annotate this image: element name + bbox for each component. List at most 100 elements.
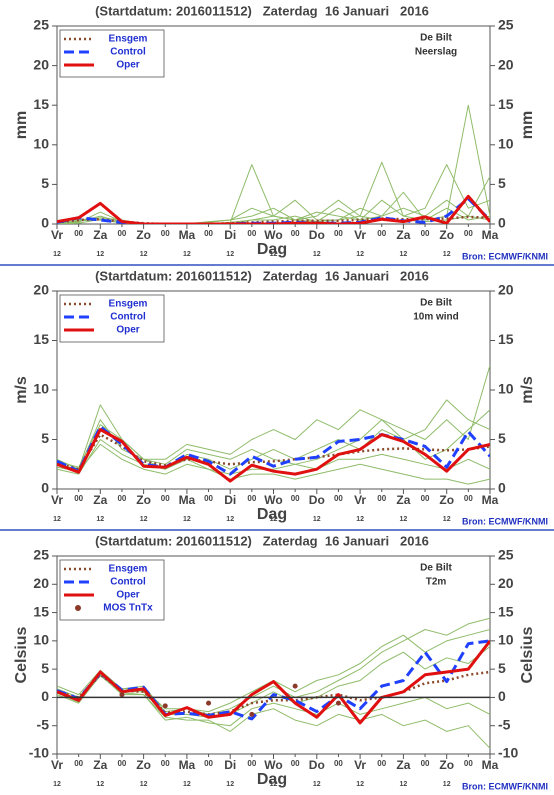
y2-tick-label: 0 [498,688,506,704]
y2-axis-label: m/s [519,376,536,404]
y2-axis-label: mm [519,111,536,139]
mos-point [249,711,255,717]
x-tick-label: 00 [291,494,300,503]
legend-label: Ensgem [109,34,148,45]
mos-point [292,683,298,689]
variable: 10m wind [413,312,459,323]
x-tick-label: 00 [334,759,343,768]
x-tick-label: Vr [354,758,366,772]
y2-tick-label: 20 [498,575,514,591]
x-tick-label: 00 [377,759,386,768]
y-tick-label: 5 [41,430,49,446]
x-tick-label: 00 [421,494,430,503]
y2-tick-label: 25 [498,17,514,33]
x-tick-label: 00 [377,229,386,238]
x-tick-label: Ma [179,228,196,242]
x-tick-label: Ma [482,228,499,242]
x-subtick-label: 12 [226,251,234,258]
x-tick-label: Za [93,493,107,507]
y-tick-label: 15 [33,331,49,347]
legend-label: Control [110,577,146,588]
y-tick-label: 25 [33,17,49,33]
chart-title: (Startdatum: 2016011512) Zaterdag 16 Jan… [95,533,429,548]
x-tick-label: Vr [51,493,63,507]
y-tick-label: 0 [41,215,49,231]
mos-point [335,700,341,706]
x-tick-label: Vr [51,228,63,242]
x-subtick-label: 12 [270,781,278,788]
x-tick-label: 00 [464,229,473,238]
y2-tick-label: 15 [498,96,514,112]
y2-tick-label: 15 [498,331,514,347]
y2-tick-label: 0 [498,480,506,496]
series-line [57,639,490,721]
x-tick-label: Ma [179,493,196,507]
x-tick-label: Ma [482,758,499,772]
x-subtick-label: 12 [226,781,234,788]
x-subtick-label: 12 [313,781,321,788]
variable: Neerslag [415,47,457,58]
x-tick-label: Zo [439,228,454,242]
x-tick-label: Za [93,758,107,772]
x-tick-label: Za [396,228,410,242]
series-line [57,670,490,716]
y2-tick-label: 20 [498,282,514,298]
x-subtick-label: 12 [400,781,408,788]
y2-tick-label: 5 [498,175,506,191]
x-tick-label: 00 [247,759,256,768]
mos-point [119,692,125,698]
legend-label: Oper [116,325,139,336]
y2-tick-label: 15 [498,603,514,619]
x-subtick-label: 12 [140,251,148,258]
x-tick-label: 00 [464,759,473,768]
x-subtick-label: 12 [313,516,321,523]
x-tick-label: Wo [264,493,282,507]
y2-tick-label: 20 [498,56,514,72]
mos-point [206,700,212,706]
x-tick-label: Zo [136,228,151,242]
x-tick-label: Vr [354,493,366,507]
variable: T2m [426,577,447,588]
y2-tick-label: -5 [498,716,511,732]
x-axis-label: Dag [257,771,287,788]
x-tick-label: 00 [291,229,300,238]
legend-label: Control [110,47,146,58]
x-subtick-label: 12 [356,516,364,523]
x-tick-label: 00 [464,494,473,503]
x-tick-label: Di [224,228,236,242]
x-subtick-label: 12 [140,781,148,788]
x-subtick-label: 12 [96,516,104,523]
x-tick-label: 00 [334,494,343,503]
x-subtick-label: 12 [400,516,408,523]
y-tick-label: -10 [29,745,49,761]
x-tick-label: 00 [161,229,170,238]
location: De Bilt [420,298,452,309]
y-tick-label: 20 [33,56,49,72]
x-subtick-label: 12 [443,781,451,788]
x-subtick-label: 12 [183,516,191,523]
plot-lines [57,104,490,224]
x-tick-label: Do [309,228,325,242]
plot-lines [57,365,490,485]
x-tick-label: Ma [482,493,499,507]
y-tick-label: 0 [41,688,49,704]
series-line [57,439,490,475]
x-subtick-label: 12 [53,781,61,788]
x-subtick-label: 12 [140,516,148,523]
x-subtick-label: 12 [443,251,451,258]
x-subtick-label: 12 [313,251,321,258]
legend-label: Control [110,312,146,323]
x-subtick-label: 12 [53,251,61,258]
y-tick-label: 15 [33,96,49,112]
x-subtick-label: 12 [443,516,451,523]
y2-tick-label: 0 [498,215,506,231]
y-tick-label: 10 [33,381,49,397]
x-tick-label: 00 [204,229,213,238]
series-line [57,399,490,468]
x-axis-label: Dag [257,506,287,523]
x-subtick-label: 12 [270,251,278,258]
y2-tick-label: 10 [498,381,514,397]
x-subtick-label: 12 [183,781,191,788]
x-tick-label: 00 [74,229,83,238]
